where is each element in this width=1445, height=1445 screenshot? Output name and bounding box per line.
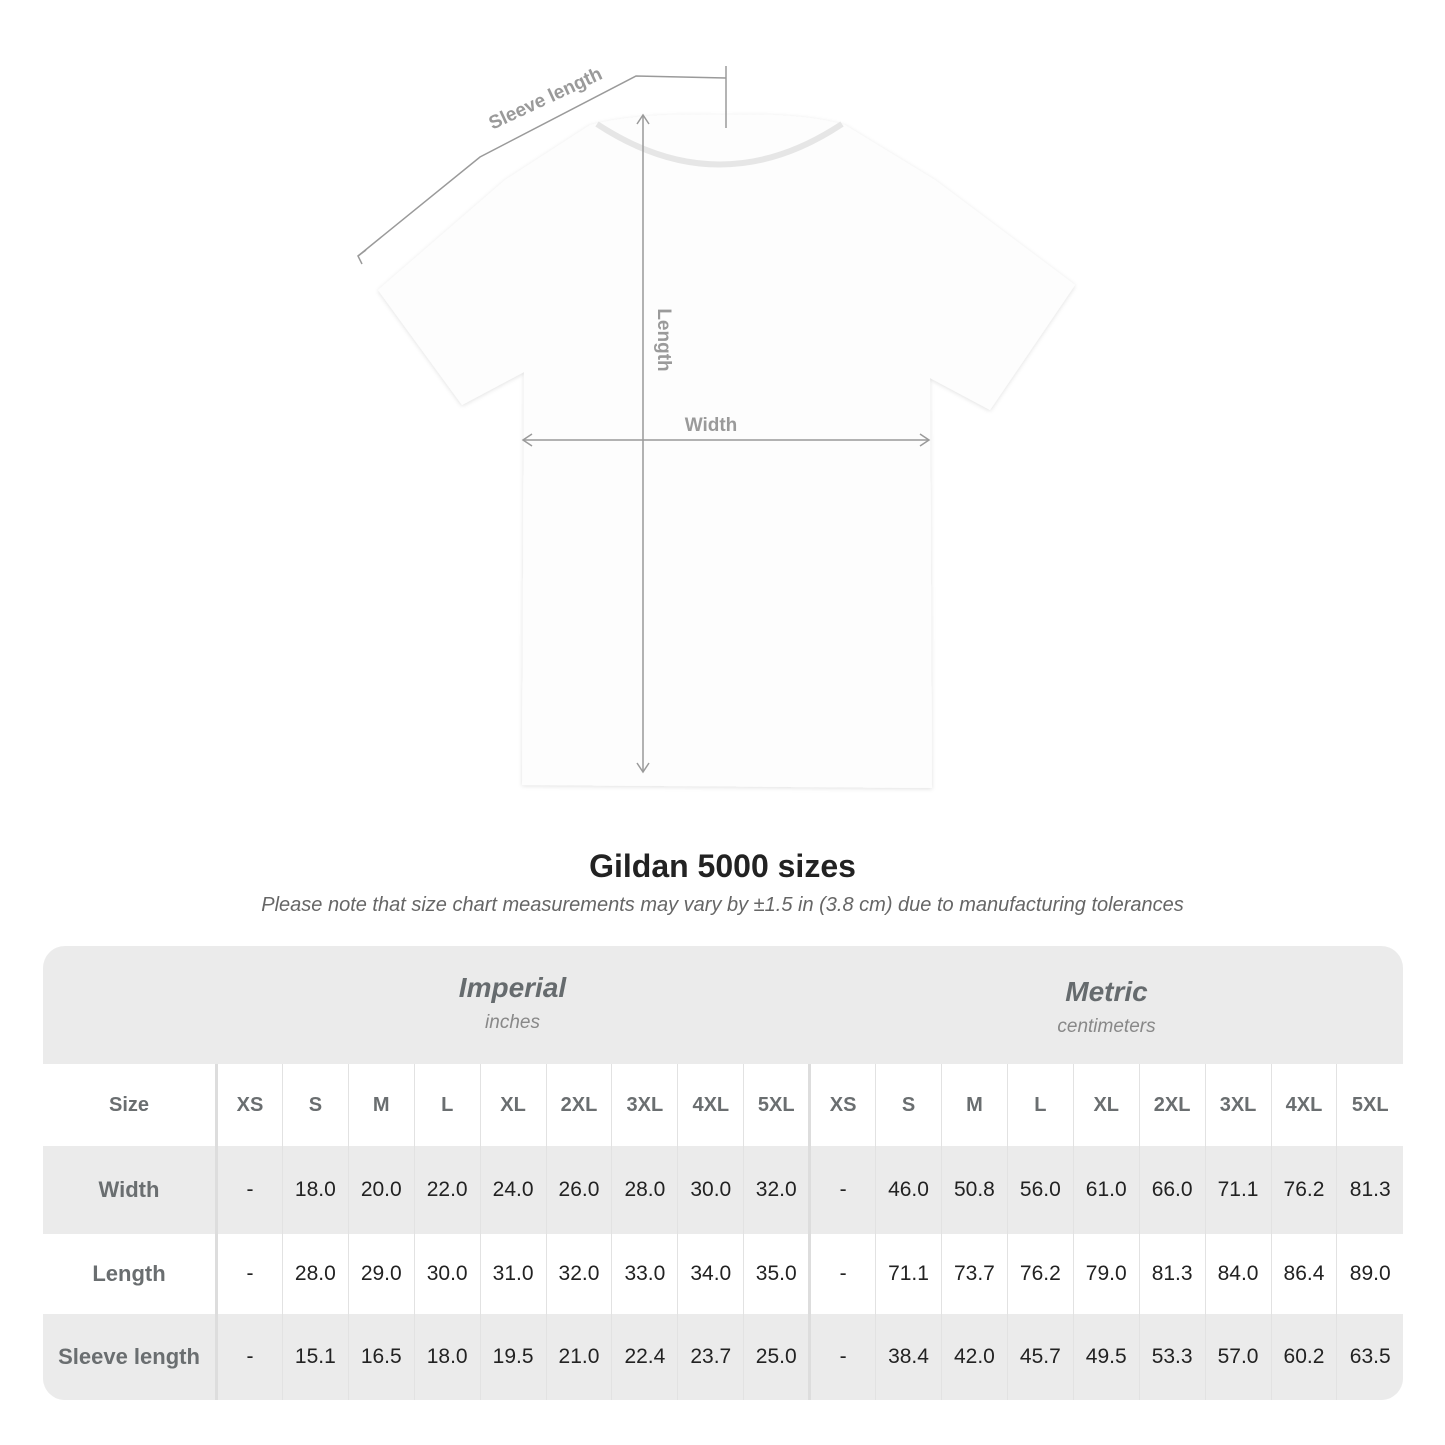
- imperial-value-cell: -: [216, 1146, 283, 1234]
- imperial-value-cell: 30.0: [677, 1146, 744, 1234]
- metric-value-cell: 81.3: [1138, 1234, 1206, 1314]
- metric-value-cell: -: [808, 1314, 876, 1400]
- row-label: Width: [43, 1146, 218, 1234]
- metric-value-cell: 63.5: [1336, 1314, 1403, 1400]
- imperial-size-header: XL: [479, 1064, 547, 1146]
- size-table: Size XS S M L XL 2XL 3XL 4XL 5XL XS S M L XL 2XL 3XL 4XL 5…: [43, 1064, 1403, 1400]
- tshirt-shape: [378, 114, 1075, 788]
- metric-size-header: XL: [1072, 1064, 1140, 1146]
- metric-value-cell: -: [808, 1234, 876, 1314]
- imperial-size-header: 4XL: [677, 1064, 744, 1146]
- imperial-value-cell: 29.0: [347, 1234, 415, 1314]
- imperial-size-header: M: [347, 1064, 415, 1146]
- imperial-value-cell: 16.5: [347, 1314, 415, 1400]
- metric-size-header: L: [1006, 1064, 1074, 1146]
- tolerance-note: Please note that size chart measurements…: [261, 894, 1184, 916]
- metric-value-cell: 86.4: [1270, 1234, 1337, 1314]
- metric-size-header: 5XL: [1336, 1064, 1403, 1146]
- metric-size-header: XS: [808, 1064, 876, 1146]
- imperial-title: Imperial: [458, 972, 567, 1003]
- metric-value-cell: 60.2: [1270, 1314, 1337, 1400]
- metric-value-cell: 71.1: [1204, 1146, 1271, 1234]
- metric-value-cell: 42.0: [940, 1314, 1008, 1400]
- metric-value-cell: 66.0: [1138, 1146, 1206, 1234]
- size-label: Size: [43, 1064, 218, 1146]
- imperial-value-cell: 33.0: [611, 1234, 678, 1314]
- length-label: Length: [653, 308, 674, 371]
- imperial-size-header: 2XL: [545, 1064, 612, 1146]
- sleeve-measure-line: [357, 75, 727, 257]
- imperial-value-cell: 28.0: [611, 1146, 678, 1234]
- imperial-value-cell: 22.4: [611, 1314, 678, 1400]
- metric-value-cell: 57.0: [1204, 1314, 1271, 1400]
- metric-value-cell: 76.2: [1006, 1234, 1074, 1314]
- width-label: Width: [685, 415, 738, 436]
- metric-value-cell: 76.2: [1270, 1146, 1337, 1234]
- table-row: Sleeve length -15.1 16.5 18.0 19.5 21.0 22.4 23…: [43, 1314, 1403, 1400]
- imperial-value-cell: 30.0: [413, 1234, 481, 1314]
- imperial-value-cell: 32.0: [743, 1146, 810, 1234]
- metric-value-cell: 89.0: [1336, 1234, 1403, 1314]
- metric-value-cell: 45.7: [1006, 1314, 1074, 1400]
- imperial-value-cell: 31.0: [479, 1234, 547, 1314]
- imperial-value-cell: 20.0: [347, 1146, 415, 1234]
- metric-value-cell: 53.3: [1138, 1314, 1206, 1400]
- metric-size-header: 2XL: [1138, 1064, 1206, 1146]
- metric-size-header: M: [940, 1064, 1008, 1146]
- imperial-value-cell: 25.0: [743, 1314, 810, 1400]
- metric-size-header: 4XL: [1270, 1064, 1337, 1146]
- size-table-panel: Imperial inches Metric centimeters Size X…: [43, 946, 1403, 1400]
- metric-value-cell: 56.0: [1006, 1146, 1074, 1234]
- imperial-value-cell: 22.0: [413, 1146, 481, 1234]
- metric-size-header: 3XL: [1204, 1064, 1271, 1146]
- metric-size-header: S: [875, 1064, 942, 1146]
- metric-value-cell: -: [808, 1146, 876, 1234]
- imperial-value-cell: 24.0: [479, 1146, 547, 1234]
- imperial-value-cell: 18.0: [281, 1146, 349, 1234]
- metric-value-cell: 46.0: [875, 1146, 942, 1234]
- imperial-value-cell: 19.5: [479, 1314, 547, 1400]
- imperial-value-cell: -: [216, 1314, 283, 1400]
- table-row: Length -28.0 29.0 30.0 31.0 32.0 33.0 34.0 35.0-…: [43, 1234, 1403, 1314]
- metric-value-cell: 84.0: [1204, 1234, 1271, 1314]
- imperial-value-cell: 32.0: [545, 1234, 612, 1314]
- imperial-header: Imperial inches: [215, 946, 810, 1064]
- imperial-size-header: L: [413, 1064, 481, 1146]
- imperial-unit: inches: [485, 1012, 540, 1033]
- header-row: Size XS S M L XL 2XL 3XL 4XL 5XL XS S M L XL 2XL 3XL 4XL 5…: [43, 1064, 1403, 1146]
- tshirt-diagram: Sleeve length Length Width: [357, 64, 1075, 788]
- imperial-size-header: 3XL: [611, 1064, 678, 1146]
- imperial-value-cell: 28.0: [281, 1234, 349, 1314]
- row-label: Length: [43, 1234, 218, 1314]
- table-row: Width -18.0 20.0 22.0 24.0 26.0 28.0 30.0 32.0-4…: [43, 1146, 1403, 1234]
- imperial-size-header: XS: [216, 1064, 283, 1146]
- metric-value-cell: 71.1: [875, 1234, 942, 1314]
- metric-value-cell: 79.0: [1072, 1234, 1140, 1314]
- metric-value-cell: 50.8: [940, 1146, 1008, 1234]
- imperial-value-cell: 34.0: [677, 1234, 744, 1314]
- metric-title: Metric: [1065, 976, 1148, 1007]
- metric-header: Metric centimeters: [810, 946, 1403, 1064]
- metric-value-cell: 38.4: [875, 1314, 942, 1400]
- page-title: Gildan 5000 sizes: [589, 848, 856, 884]
- imperial-value-cell: 35.0: [743, 1234, 810, 1314]
- imperial-value-cell: 26.0: [545, 1146, 612, 1234]
- imperial-value-cell: -: [216, 1234, 283, 1314]
- metric-value-cell: 49.5: [1072, 1314, 1140, 1400]
- sleeve-label: Sleeve length: [486, 64, 606, 135]
- metric-value-cell: 61.0: [1072, 1146, 1140, 1234]
- metric-value-cell: 73.7: [940, 1234, 1008, 1314]
- imperial-value-cell: 21.0: [545, 1314, 612, 1400]
- metric-value-cell: 81.3: [1336, 1146, 1403, 1234]
- imperial-value-cell: 23.7: [677, 1314, 744, 1400]
- imperial-size-header: S: [281, 1064, 349, 1146]
- metric-unit: centimeters: [1057, 1016, 1156, 1037]
- imperial-value-cell: 15.1: [281, 1314, 349, 1400]
- imperial-size-header: 5XL: [743, 1064, 810, 1146]
- row-label: Sleeve length: [43, 1314, 218, 1400]
- imperial-value-cell: 18.0: [413, 1314, 481, 1400]
